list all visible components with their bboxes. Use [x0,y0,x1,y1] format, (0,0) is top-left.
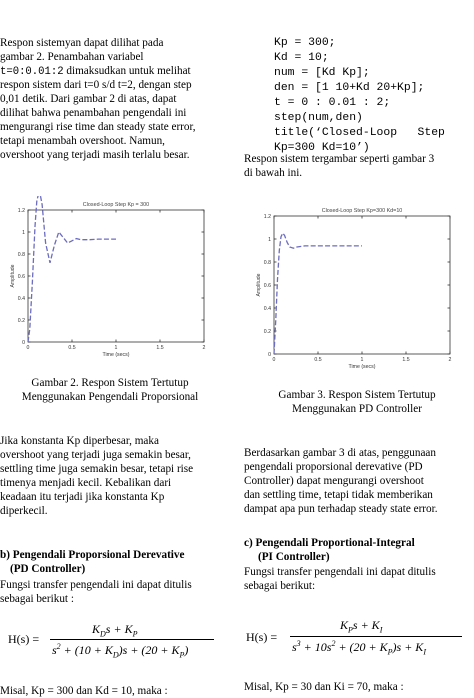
x-tick-label: 2 [449,357,452,363]
text-fragment: dimaksudkan untuk melihat [63,65,191,77]
y-tick-label: 0.4 [264,306,271,312]
y-tick-label: 0.2 [264,329,271,335]
heading-line: b) Pengendali Proporsional Derevative [0,549,185,561]
x-axis-label: Time (secs) [349,364,376,370]
code-line: num = [Kd Kp]; [274,67,370,79]
figure-3-step-response-chart: Closed-Loop Step Kp=300 Kd=10 0 0.2 0.4 0.6 0… [256,208,452,370]
text-line: t=0:0.01:2 dimaksudkan untuk melihat [0,64,220,79]
text-line: Respon sistem tergambar seperti gambar 3 [244,153,435,165]
code-line: title(‘Closed-Loop Step [274,127,445,139]
y-tick-label: 1 [22,230,25,236]
x-tick-label: 0.5 [68,345,75,351]
equation-lhs: H(s) = [8,632,40,646]
left-paragraph-4: Misal, Kp = 300 dan Kd = 10, maka : [0,685,168,697]
text-line: tetapi menambah overshoot. Namun, [0,135,165,147]
equation-denominator: s3 + 10s2 + (20 + KP)s + KI [292,639,426,657]
plot-frame [273,215,451,355]
y-tick-label: 1.2 [264,214,271,220]
code-line: step(num,den) [274,112,363,124]
x-tick-label: 1 [115,345,118,351]
text-line: settling time juga semakin besar, tetapi… [0,463,194,475]
x-tick-label: 1.5 [156,345,163,351]
series-line [273,231,362,355]
caption-line: Menggunakan PD Controller [292,403,422,415]
heading-line: (PD Controller) [10,563,86,575]
code-line: Kp=300 Kd=10’) [274,142,370,154]
code-line: t = 0 : 0.01 : 2; [274,97,391,109]
text-line: Berdasarkan gambar 3 di atas, penggunaan [244,447,436,459]
text-line: pengendali proporsional derevative (PD [244,461,423,473]
chart-title: Closed-Loop Step Kp=300 Kd=10 [322,208,403,214]
text-line: overshoot yang terjadi juga semakin besa… [0,449,191,461]
text-line: Respon sistemyan dapat dilihat pada [0,37,164,49]
text-line: Controller) dapat mengurangi overshoot [244,475,424,487]
x-tick-label: 0.5 [314,357,321,363]
text-line: timenya menjadi kecil. Kebalikan dari [0,477,172,489]
text-line: dampat apa pun terhadap steady state err… [244,503,438,515]
y-tick-label: 0.8 [264,260,271,266]
chart-title: Closed-Loop Step Kp = 300 [83,202,149,208]
equation-numerator: KPs + KI [340,618,383,635]
y-tick-label: 0.8 [18,252,25,258]
y-tick-label: 0.6 [264,283,271,289]
text-line: dan settling time, tetapi tidak memberik… [244,489,433,501]
caption-line: Menggunakan Pengendali Proporsional [21,391,199,403]
text-line: 0,01 detik. Dari gambar 2 di atas, dapat [0,93,177,105]
y-axis-label: Amplitude [256,273,262,296]
x-tick-label: 2 [203,345,206,351]
text-line: overshoot yang terjadi masih terlalu bes… [0,149,190,161]
caption-line: Gambar 3. Respon Sistem Tertutup [278,389,436,401]
text-line: mengurangi rise time dan steady state er… [0,121,196,133]
text-line: keadaan itu terjadi jika konstanta Kp [0,491,165,503]
y-tick-label: 1.2 [18,208,25,214]
equation-numerator: KDs + KP [92,622,138,639]
text-line: diperkecil. [0,505,48,517]
x-tick-label: 0 [27,345,30,351]
text-line: respon sistem dari t=0 s/d t=2, dengan s… [0,79,192,91]
caption-line: Gambar 2. Respon Sistem Tertutup [31,377,189,389]
figure-2-step-response-chart: Closed-Loop Step Kp = 300 0 0.2 0.4 0.6 0.8 1 1… [10,196,206,358]
text-line: Jika konstanta Kp diperbesar, maka [0,435,159,447]
right-paragraph-4: Misal, Kp = 30 dan Ki = 70, maka : [244,681,404,693]
series-line [27,196,116,343]
code-line: Kp = 300; [274,37,336,49]
heading-line: (PI Controller) [258,551,330,563]
text-line: Fungsi transfer pengendali ini dapat dit… [0,579,192,591]
text-line: sebagai berikut : [0,593,74,605]
inline-code: t=0:0.01:2 [0,66,64,78]
text-line: di bawah ini. [244,167,303,179]
y-tick-label: 0.4 [18,296,25,302]
code-line: den = [1 10+Kd 20+Kp]; [274,82,425,94]
text-line: gambar 2. Penambahan variabel [0,51,144,63]
x-tick-label: 1 [361,357,364,363]
y-tick-label: 0 [22,340,25,346]
fraction-bar [50,639,214,640]
x-tick-label: 1.5 [402,357,409,363]
y-axis-label: Amplitude [10,264,16,287]
y-tick-label: 0.6 [18,274,25,280]
equation-denominator: s2 + (10 + KD)s + (20 + KP) [52,642,189,660]
equation-lhs: H(s) = [246,630,278,644]
text-line: Fungsi transfer pengendali ini dapat dit… [244,566,436,578]
plot-frame [27,209,205,343]
y-tick-label: 0.2 [18,318,25,324]
text-line: sebagai berikut: [244,580,316,592]
code-line: Kd = 10; [274,52,329,64]
text-line: dilihat bahwa penambahan pengendali ini [0,107,187,119]
x-axis-label: Time (secs) [103,352,130,358]
fraction-bar [290,636,462,637]
heading-line: c) Pengendali Proportional-Integral [244,537,415,549]
y-tick-label: 1 [268,237,271,243]
y-tick-label: 0 [268,352,271,358]
x-tick-label: 0 [273,357,276,363]
